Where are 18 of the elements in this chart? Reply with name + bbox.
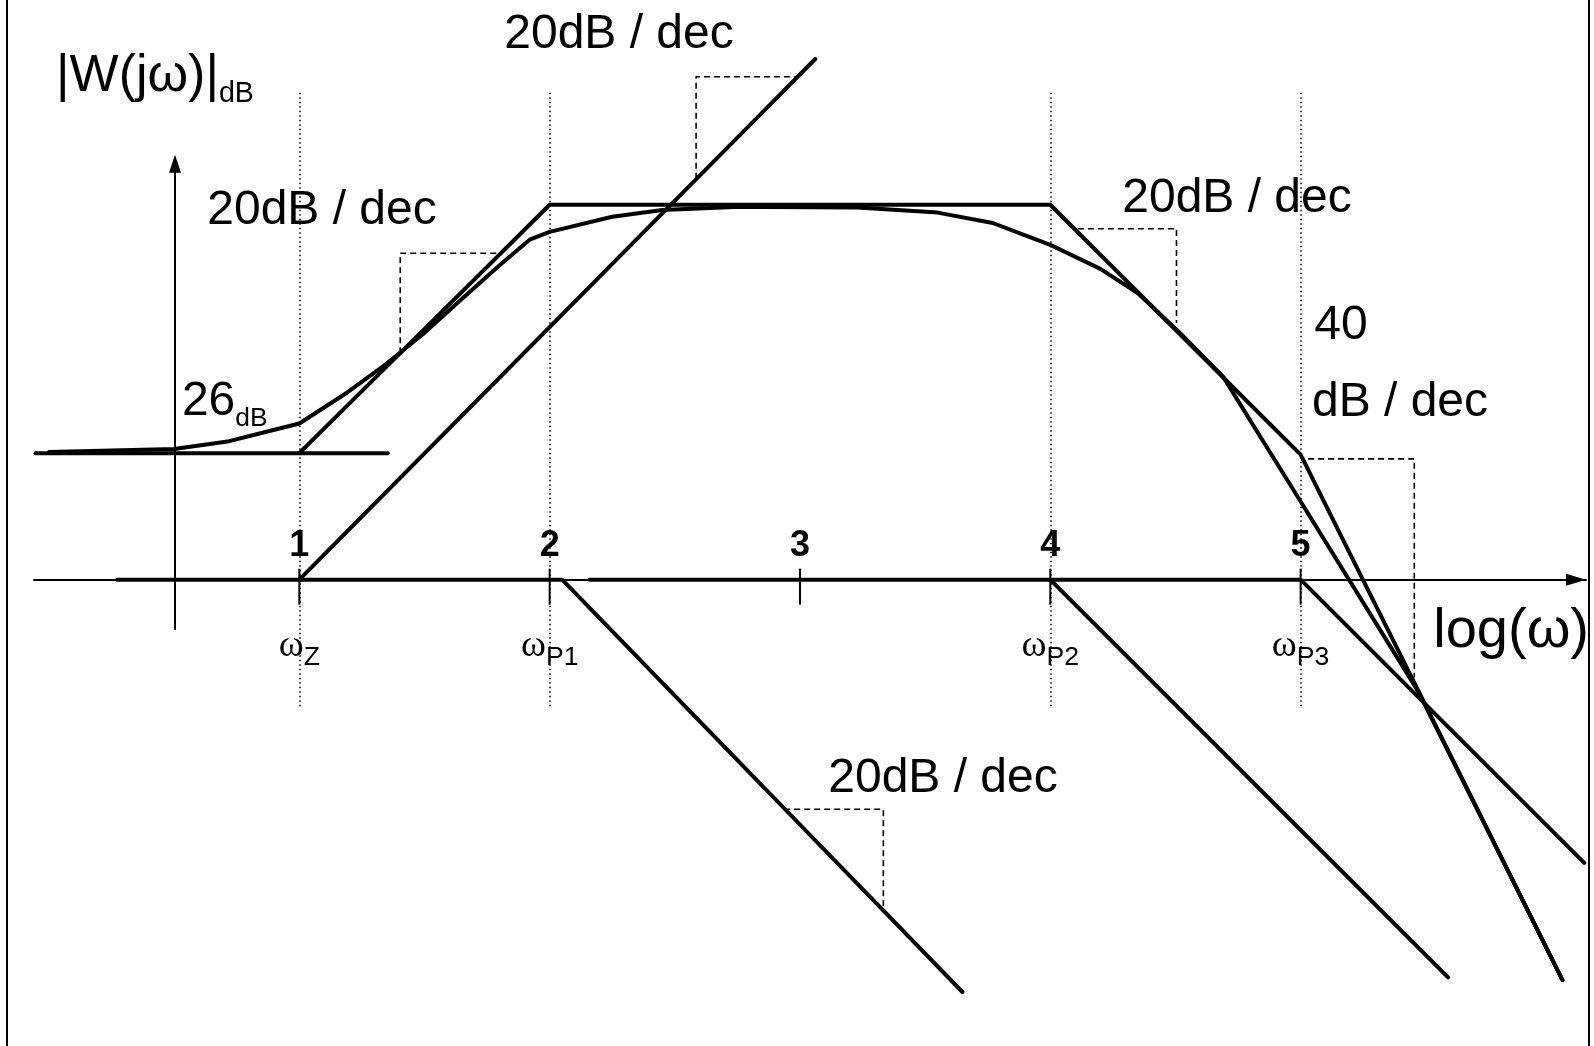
annotation: dB / dec (1311, 373, 1489, 426)
ref-line-label: ω$_{Z}$ (278, 621, 320, 671)
annotation: 20dB / dec (828, 749, 1058, 802)
x-axis-title: log(ω) (1433, 595, 1589, 659)
text: 20dB / dec (504, 5, 734, 58)
x-tick-label: 3 (789, 523, 810, 565)
annotation: 20dB / dec (1122, 169, 1352, 222)
annotation: 20dB / dec (207, 181, 437, 234)
x-tick-label: 5 (1290, 523, 1311, 565)
annotation: 40 (1314, 296, 1368, 349)
ref-line-label: ω$_{P3}$ (1271, 621, 1330, 671)
ref-line-label: ω$_{P2}$ (1021, 621, 1080, 671)
annotation: 26$_{dB}$ (181, 372, 268, 432)
x-tick-label: 4 (1040, 523, 1061, 565)
x-tick-label: 1 (289, 523, 310, 565)
ref-line-label: ω$_{P1}$ (520, 621, 579, 671)
y-axis-title: |W(jω)|$_{dB}$ (56, 43, 254, 109)
x-tick-label: 2 (539, 523, 560, 565)
